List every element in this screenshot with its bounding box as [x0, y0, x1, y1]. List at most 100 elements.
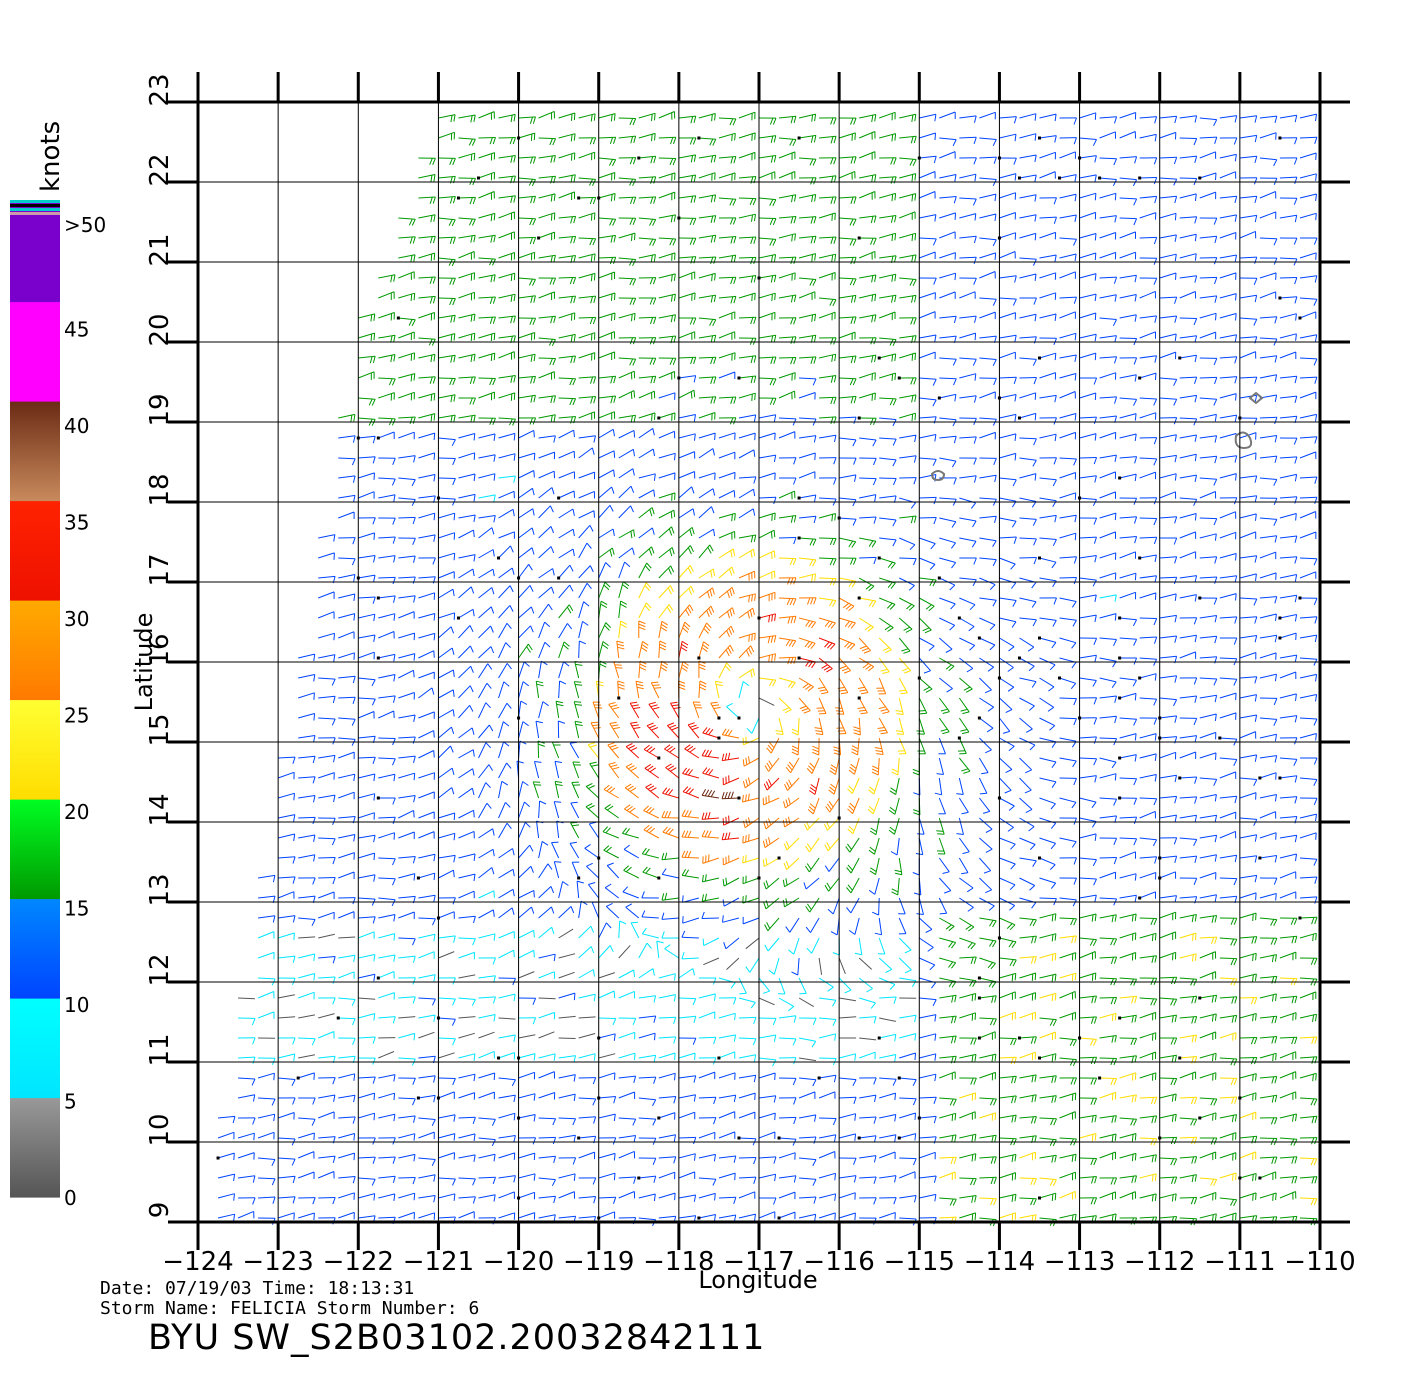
wind-barb	[518, 625, 534, 639]
wind-barb	[1219, 293, 1237, 301]
wind-barb	[979, 431, 996, 440]
wind-barb	[1219, 877, 1238, 886]
wind-barb	[558, 355, 576, 364]
wind-barb	[678, 115, 697, 124]
wind-barb	[678, 137, 697, 145]
wind-barb	[1199, 257, 1218, 265]
wind-barb	[854, 937, 863, 956]
wind-barb	[877, 1033, 897, 1042]
wind-barb	[658, 994, 676, 1002]
wind-barb	[798, 452, 816, 461]
wind-barb	[278, 994, 295, 999]
wind-barb	[1019, 757, 1033, 774]
wind-barb	[738, 488, 756, 499]
wind-barb	[959, 537, 977, 548]
wind-barb	[418, 730, 435, 739]
wind-barb	[999, 1056, 1017, 1065]
wind-barb	[1139, 977, 1158, 985]
wind-barb	[338, 1133, 356, 1141]
wind-barb	[1299, 876, 1318, 884]
wind-barb	[678, 317, 697, 325]
wind-barb	[558, 584, 574, 599]
wind-barb	[498, 351, 515, 360]
wind-barb	[899, 254, 917, 263]
wind-barb	[1119, 1133, 1137, 1142]
wind-barb	[1239, 792, 1257, 800]
wind-barb	[678, 1171, 696, 1179]
wind-barb	[742, 916, 760, 925]
wind-barb	[1159, 1014, 1177, 1023]
wind-barb	[650, 681, 662, 699]
wind-barb	[1179, 1071, 1197, 1081]
wind-barb	[338, 997, 356, 1007]
wind-barb	[999, 251, 1016, 259]
wind-barb	[859, 556, 877, 565]
wind-barb	[678, 1037, 697, 1045]
wind-barb	[698, 154, 717, 163]
wind-barb	[718, 197, 737, 206]
wind-barb	[238, 1056, 256, 1064]
wind-barb	[1079, 192, 1097, 201]
wind-barb	[1099, 797, 1118, 806]
wind-barb	[916, 717, 925, 735]
wind-barb	[1259, 893, 1277, 901]
wind-barb	[558, 971, 575, 979]
wind-barb	[1279, 891, 1297, 899]
wind-barb	[999, 376, 1017, 385]
wind-barb	[1299, 297, 1318, 306]
wind-barb	[871, 757, 880, 776]
wind-barb	[819, 537, 837, 546]
colorbar-band	[10, 401, 60, 502]
wind-barb	[418, 951, 435, 959]
wind-barb	[1119, 131, 1136, 139]
wind-barb	[277, 1212, 295, 1220]
wind-barb	[398, 431, 415, 440]
wind-barb	[518, 865, 534, 879]
wind-barb	[1159, 593, 1177, 601]
x-tick-label: −113	[1044, 1247, 1115, 1277]
wind-barb	[1199, 435, 1218, 443]
wind-barb	[1078, 1036, 1097, 1046]
wind-barb	[518, 417, 537, 425]
wind-barb	[1039, 992, 1057, 1002]
wind-barb	[1159, 315, 1178, 323]
wind-barb	[1119, 913, 1137, 922]
wind-barb	[959, 937, 976, 950]
wind-barb	[618, 297, 637, 305]
wind-barb	[1299, 357, 1318, 366]
wind-barb	[1099, 192, 1117, 201]
wind-barb	[803, 817, 820, 831]
wind-barb	[1019, 457, 1037, 467]
wind-barb	[398, 555, 416, 563]
wind-barb	[1139, 1072, 1157, 1081]
wind-barb	[478, 1194, 496, 1202]
wind-barb	[879, 1017, 896, 1022]
wind-barb	[498, 293, 516, 302]
wind-barb	[1159, 195, 1178, 204]
wind-barb	[1199, 576, 1218, 584]
wind-barb	[1119, 932, 1137, 941]
wind-barb	[1099, 116, 1118, 124]
wind-barb	[358, 834, 376, 843]
wind-barb	[1139, 355, 1157, 363]
wind-barb	[1119, 1152, 1137, 1162]
wind-barb	[358, 355, 376, 364]
wind-barb	[1219, 1014, 1238, 1023]
wind-barb	[1119, 777, 1138, 786]
wind-barb	[839, 1053, 857, 1061]
wind-barb	[1279, 951, 1297, 961]
wind-barb	[638, 507, 655, 519]
wind-barb	[618, 468, 635, 479]
wind-barb	[338, 834, 356, 842]
wind-barb	[458, 251, 475, 260]
y-tick-label: 17	[145, 553, 175, 586]
wind-barb	[879, 457, 897, 467]
wind-barb	[518, 156, 536, 164]
wind-barb	[498, 642, 511, 659]
wind-barb	[1239, 694, 1257, 702]
wind-barb	[598, 450, 616, 459]
wind-barb	[378, 816, 396, 824]
wind-barb	[578, 316, 597, 325]
wind-barb	[738, 197, 757, 206]
wind-barb	[658, 252, 676, 261]
